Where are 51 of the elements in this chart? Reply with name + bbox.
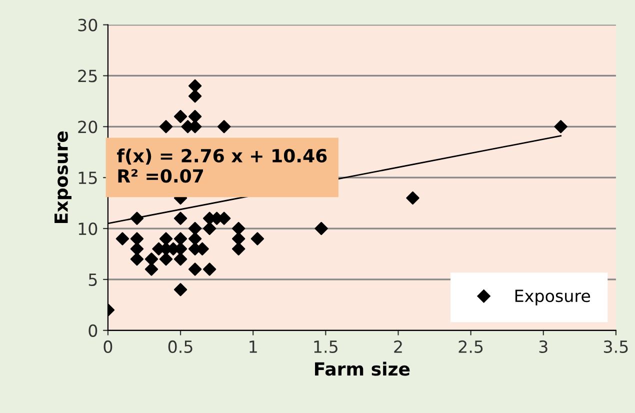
point <box>406 191 420 205</box>
point <box>314 222 328 236</box>
point <box>144 252 158 266</box>
point <box>554 120 568 134</box>
annotation: f(x) = 2.76 x + 10.46 <box>117 148 327 165</box>
point <box>188 232 202 246</box>
point <box>217 120 231 134</box>
y-tick-label: 25 <box>78 70 97 82</box>
point <box>188 222 202 236</box>
y-tick-label: 5 <box>88 274 97 286</box>
point <box>174 252 188 266</box>
point <box>188 110 202 124</box>
point <box>159 232 173 246</box>
point <box>159 120 173 134</box>
point <box>174 110 188 124</box>
point <box>188 262 202 276</box>
point <box>188 90 202 103</box>
x-tick-label: 3.5 <box>604 340 628 354</box>
x-tick-label: 1 <box>250 340 257 353</box>
point <box>130 252 144 266</box>
x-tick-label: 2 <box>394 340 402 353</box>
x-tick-label: 3 <box>539 340 548 354</box>
point <box>232 242 246 256</box>
y-tick-label: 15 <box>78 172 97 184</box>
y-tick-label: 30 <box>78 18 98 32</box>
annotation: R² =0.07 <box>118 169 203 183</box>
y-tick-label: 0 <box>88 324 98 337</box>
x-tick-label: 0 <box>104 340 112 354</box>
point <box>188 79 202 92</box>
x-tick-label: 0.5 <box>168 340 192 354</box>
point <box>174 283 188 296</box>
point <box>144 262 158 276</box>
point <box>232 222 246 236</box>
point <box>159 252 173 266</box>
point <box>174 212 188 225</box>
point <box>250 232 264 246</box>
x-tick-label: 2.5 <box>458 340 483 354</box>
point <box>202 262 216 276</box>
point <box>130 212 144 225</box>
legend-label: Exposure <box>515 290 590 306</box>
point <box>116 232 130 246</box>
y-axis-title: Exposure <box>54 131 72 223</box>
point <box>232 232 246 246</box>
point <box>202 222 216 236</box>
point <box>130 232 144 246</box>
x-tick-label: 1.5 <box>314 340 338 354</box>
x-axis-title: Farm size <box>315 362 410 376</box>
y-tick-label: 20 <box>78 120 98 134</box>
point <box>130 242 144 256</box>
y-tick-label: 10 <box>78 222 98 236</box>
point <box>174 232 188 246</box>
